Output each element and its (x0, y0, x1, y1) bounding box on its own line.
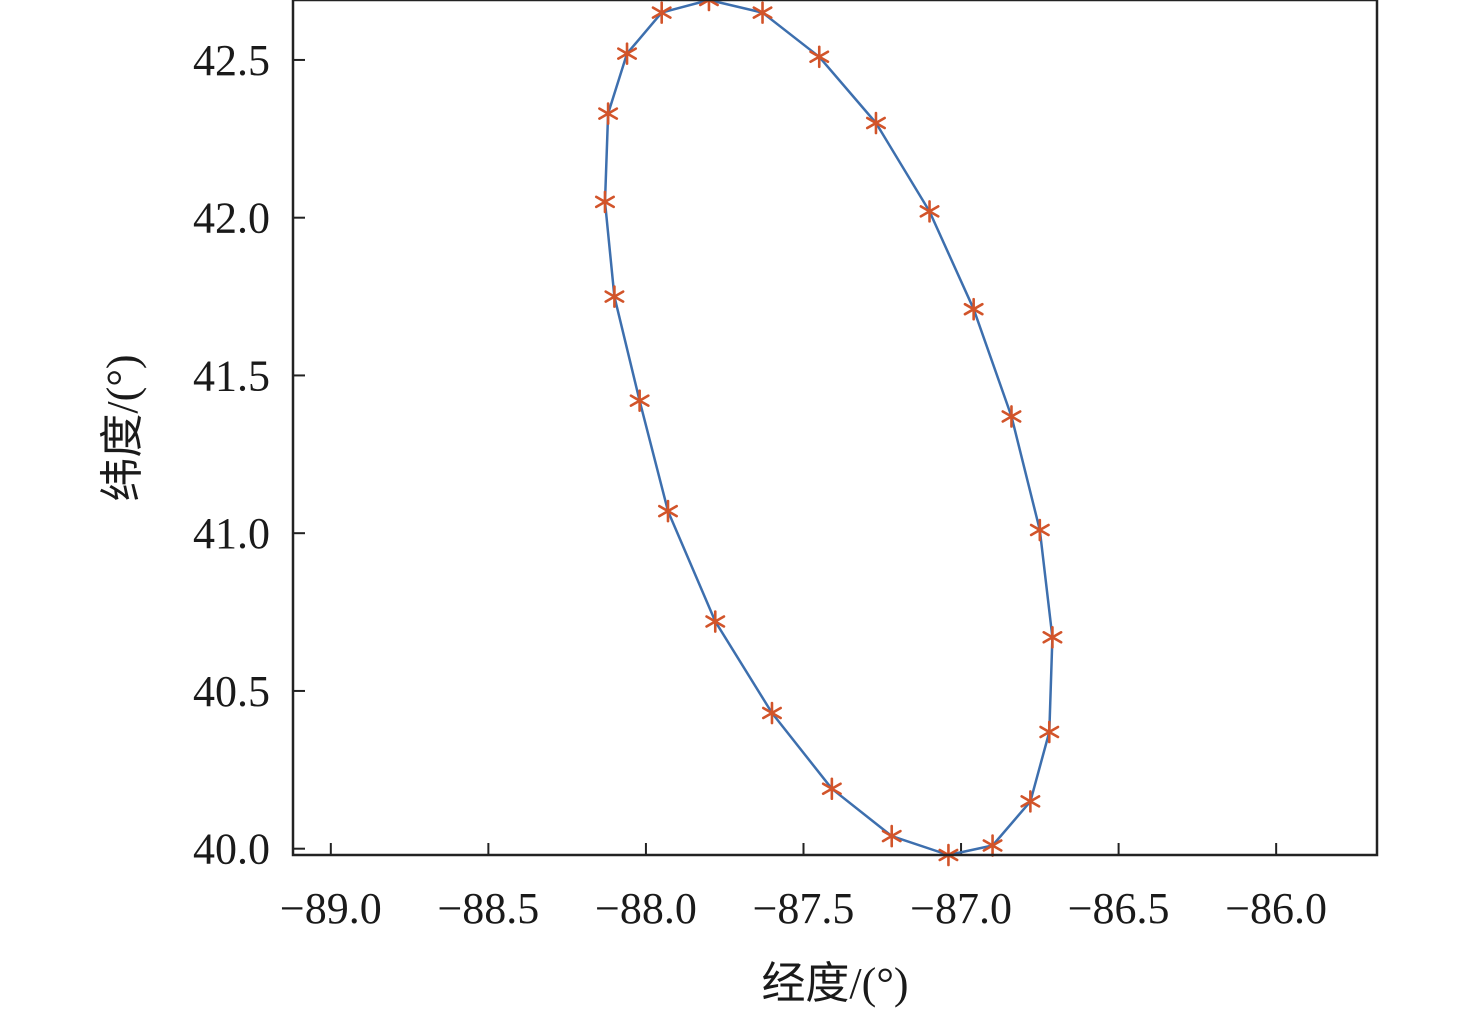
data-point-marker (657, 499, 678, 523)
x-tick-label: −88.5 (437, 884, 539, 933)
x-tick-label: −86.5 (1068, 884, 1170, 933)
data-point-marker (865, 111, 886, 135)
data-point-marker (761, 701, 782, 725)
x-tick-label: −86.0 (1225, 884, 1327, 933)
x-tick-label: −87.0 (910, 884, 1012, 933)
y-tick-label: 41.5 (193, 351, 270, 400)
data-point-marker (982, 834, 1003, 857)
data-point-marker (881, 824, 902, 848)
x-tick-label: −89.0 (280, 884, 382, 933)
plot-background (293, 0, 1377, 855)
plot-frame (291, 0, 1379, 857)
data-point-marker (1001, 405, 1022, 428)
data-point-marker (919, 200, 940, 223)
data-point-marker (1042, 626, 1063, 649)
data-point-marker (809, 45, 830, 69)
data-point-marker (1029, 518, 1050, 542)
data-point-marker (617, 42, 638, 65)
y-tick-label: 40.5 (193, 667, 270, 716)
data-point-marker (1039, 720, 1060, 744)
data-point-marker (604, 285, 625, 308)
y-tick-label: 42.0 (193, 194, 270, 243)
data-point-marker (821, 777, 842, 801)
ticks-layer: −89.0 −88.5 −88.0 −87.5 −87.0 −86.5 −86.0 40.0 4… (193, 36, 1327, 933)
y-tick-label: 41.0 (193, 509, 270, 558)
data-point-marker (752, 1, 773, 24)
x-tick-label: −88.0 (595, 884, 697, 933)
data-point-marker (1020, 790, 1041, 813)
x-tick-label: −87.5 (753, 884, 855, 933)
y-tick-label: 42.5 (193, 36, 270, 85)
data-point-marker (594, 190, 615, 214)
data-point-marker (598, 102, 619, 125)
y-axis-label: 纬度/(°) (98, 354, 147, 501)
y-tick-label: 40.0 (193, 825, 270, 874)
x-axis-label: 经度/(°) (761, 959, 908, 1008)
data-point-marker (698, 0, 719, 12)
data-point-marker (963, 297, 984, 321)
data-point-marker (705, 610, 726, 633)
data-point-marker (629, 389, 650, 412)
data-point-marker (651, 1, 672, 24)
